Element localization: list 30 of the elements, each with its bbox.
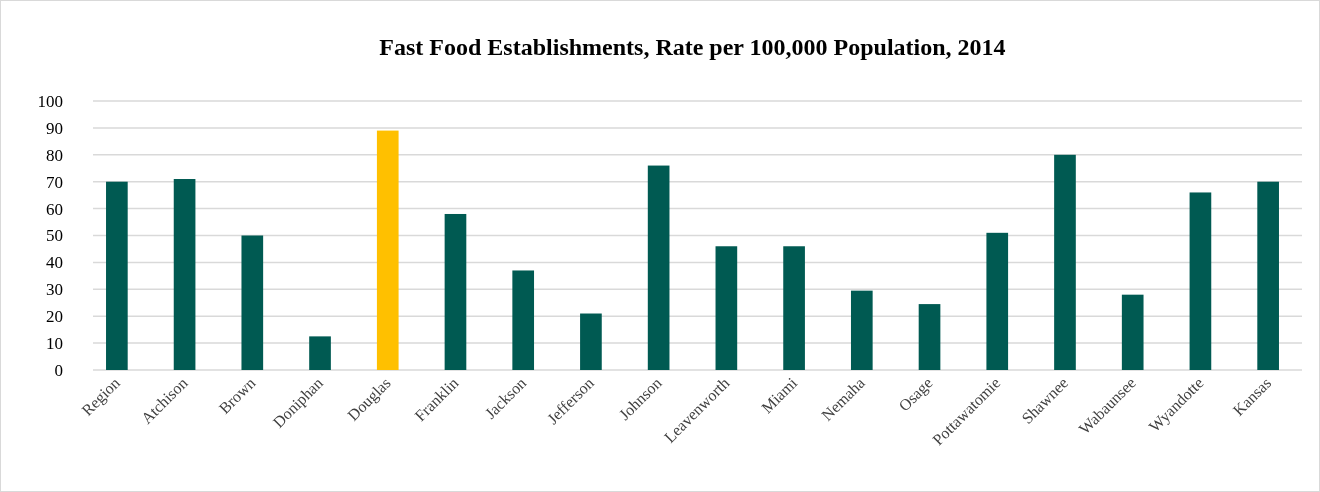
bar [512, 270, 535, 370]
bar [1189, 192, 1212, 370]
bar [850, 290, 873, 370]
y-tick-label: 40 [46, 253, 63, 273]
y-tick-label: 50 [46, 226, 63, 246]
bar [647, 165, 670, 370]
y-tick-label: 10 [46, 334, 63, 354]
y-tick-label: 100 [37, 91, 63, 111]
y-tick-label: 0 [54, 360, 63, 380]
y-tick-label: 80 [46, 145, 63, 165]
bar [986, 232, 1009, 370]
bar [580, 313, 602, 370]
chart-title: Fast Food Establishments, Rate per 100,000 Population, 2014 [379, 34, 1006, 60]
bar [106, 181, 128, 370]
y-tick-label: 30 [46, 280, 63, 300]
bar [376, 130, 399, 370]
y-tick-label: 20 [46, 307, 63, 327]
bar [1054, 154, 1076, 370]
bar [918, 304, 941, 370]
bar [444, 213, 467, 370]
y-tick-label: 60 [46, 199, 63, 219]
bar [1257, 181, 1279, 370]
y-tick-label: 70 [46, 172, 63, 192]
bar [715, 246, 738, 370]
bar [309, 336, 331, 370]
bar [173, 179, 196, 370]
bar [241, 235, 264, 370]
y-tick-label: 90 [46, 118, 63, 138]
bar [1121, 294, 1144, 370]
bar [783, 246, 805, 370]
